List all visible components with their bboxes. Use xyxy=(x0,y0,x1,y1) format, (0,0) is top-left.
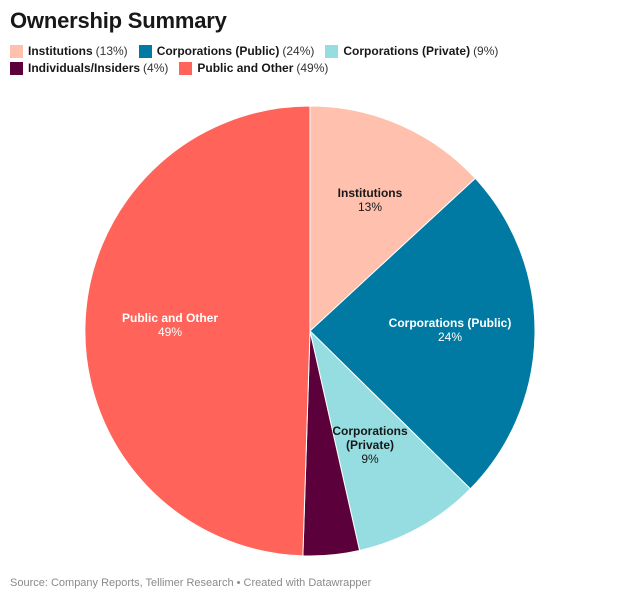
legend-percent: (4%) xyxy=(143,61,169,75)
pie-slice-institutions xyxy=(309,105,476,333)
legend-swatch-corporations-private xyxy=(325,45,339,58)
legend-swatch-public-and-other xyxy=(179,62,193,75)
legend-label: Individuals/Insiders xyxy=(28,61,141,75)
legend-percent: (13%) xyxy=(95,44,128,58)
source-note: Source: Company Reports, Tellimer Resear… xyxy=(10,577,372,589)
legend-swatch-corporations-public xyxy=(138,45,152,58)
legend-label: Corporations (Public) xyxy=(156,44,280,58)
pie-slice-corporations-public xyxy=(309,177,536,490)
slice-value-label: 9% xyxy=(361,452,379,466)
slice-label: (Private) xyxy=(346,438,394,452)
slice-value-label: 13% xyxy=(358,200,382,214)
legend-label: Public and Other xyxy=(197,61,294,75)
legend-item-corporations-public: Corporations (Public) (24%) xyxy=(138,43,315,60)
pie-slice-public-and-other xyxy=(84,105,311,557)
legend-swatch-individuals-insiders xyxy=(10,62,23,75)
pie-slice-corporations-private xyxy=(309,329,472,552)
legend-swatch-institutions xyxy=(10,45,23,58)
legend-label: Corporations (Private) xyxy=(343,44,471,58)
legend-percent: (9%) xyxy=(473,44,499,58)
legend-item-institutions: Institutions (13%) xyxy=(10,43,128,60)
legend-percent: (24%) xyxy=(282,44,315,58)
legend-row-1: Institutions (13%) Corporations (Public)… xyxy=(10,43,570,60)
slice-label: Corporations xyxy=(332,424,408,438)
legend-row-2: Individuals/Insiders (4%) Public and Oth… xyxy=(10,60,570,77)
chart-title: Ownership Summary xyxy=(10,8,227,33)
legend-label: Institutions xyxy=(28,44,93,58)
legend-item-corporations-private: Corporations (Private) (9%) xyxy=(325,43,498,60)
legend-percent: (49%) xyxy=(296,61,329,75)
legend-item-individuals-insiders: Individuals/Insiders (4%) xyxy=(10,60,168,77)
slice-label: Public and Other xyxy=(122,311,218,325)
slice-value-label: 49% xyxy=(158,325,182,339)
slice-label: Corporations (Public) xyxy=(389,316,512,330)
slice-value-label: 24% xyxy=(438,330,462,344)
slice-label: Institutions xyxy=(338,186,403,200)
legend-item-public-and-other: Public and Other (49%) xyxy=(179,60,328,77)
chart-legend: Institutions (13%) Corporations (Public)… xyxy=(10,43,570,77)
